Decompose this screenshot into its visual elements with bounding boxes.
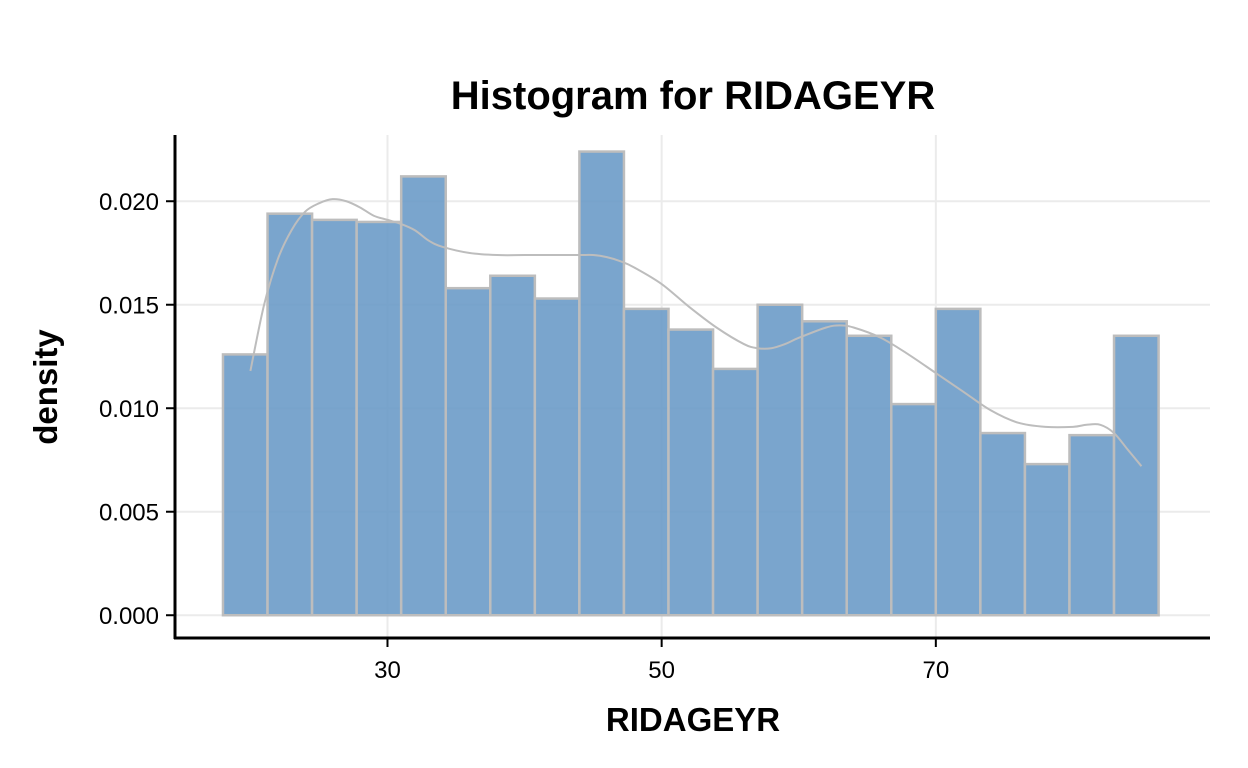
histogram-bar [890, 402, 938, 617]
x-axis-title: RIDAGEYR [606, 701, 780, 738]
histogram-bar [756, 303, 804, 617]
y-axis-ticks: 0.000 0.005 0.010 0.015 0.020 [99, 189, 175, 630]
x-axis-ticks: 30 50 70 [374, 638, 949, 684]
histogram-bar [444, 286, 492, 617]
histogram-bar [1068, 433, 1116, 617]
histogram-bars [221, 150, 1160, 617]
y-tick-label: 0.015 [99, 293, 159, 320]
x-tick-label: 70 [922, 657, 949, 684]
histogram-bar [1023, 462, 1071, 617]
y-tick-label: 0.005 [99, 500, 159, 527]
histogram-bar [533, 297, 581, 617]
histogram-bar [355, 220, 403, 617]
histogram-bar [1112, 334, 1160, 617]
histogram-bar [221, 353, 269, 617]
x-tick-label: 30 [374, 657, 401, 684]
y-tick-label: 0.010 [99, 396, 159, 423]
chart-title: Histogram for RIDAGEYR [451, 74, 936, 118]
histogram-bar [711, 367, 759, 617]
y-axis-title: density [27, 329, 64, 445]
histogram-bar [266, 212, 314, 617]
x-tick-label: 50 [648, 657, 675, 684]
density-curve [249, 198, 1143, 467]
histogram-bar [667, 328, 715, 617]
histogram-bar [399, 175, 447, 617]
histogram-bar [622, 307, 670, 617]
histogram-bar [934, 307, 982, 617]
histogram-bar [845, 334, 893, 617]
histogram-bar [310, 218, 358, 617]
histogram-bar [489, 274, 537, 617]
histogram-bar [979, 431, 1027, 617]
histogram-bar [578, 150, 626, 617]
y-tick-label: 0.000 [99, 603, 159, 630]
y-tick-label: 0.020 [99, 189, 159, 216]
histogram-bar [800, 320, 848, 617]
